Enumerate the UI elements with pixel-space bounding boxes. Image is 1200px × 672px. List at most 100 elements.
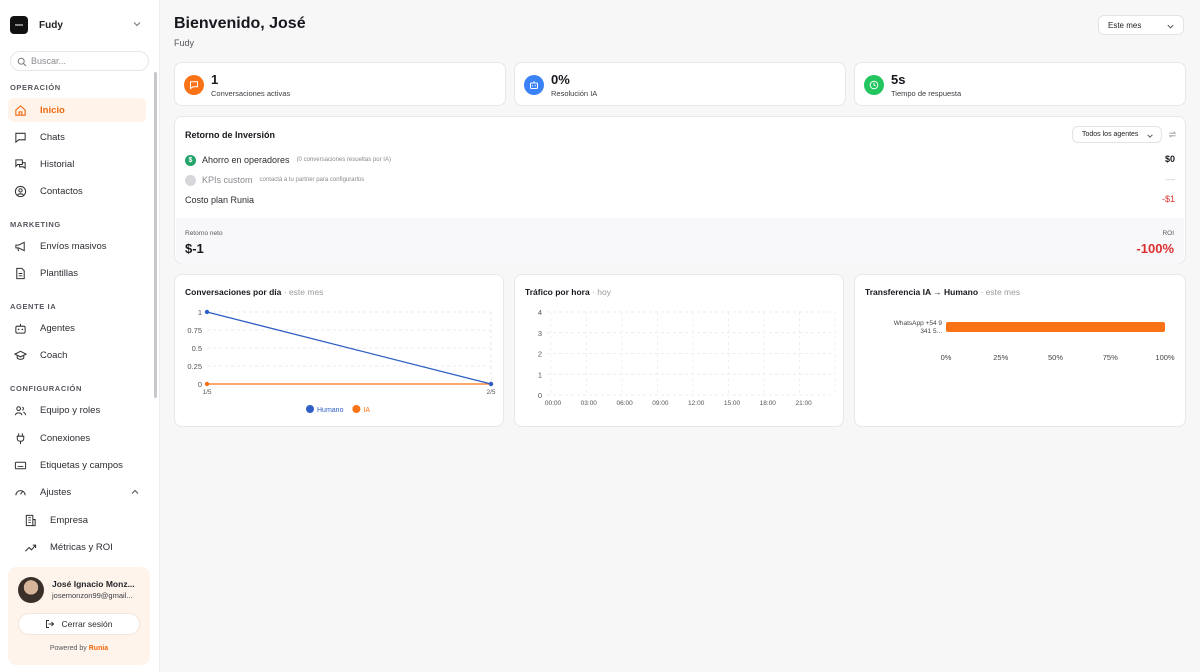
chart-title: Conversaciones por día · este mes — [185, 287, 323, 297]
sidebar-item-label: Empresa — [50, 514, 89, 526]
roi-row-costo: Costo plan Runia — [185, 193, 254, 207]
roi-row-value: $0 — [1164, 154, 1175, 164]
roi-value: -100% — [1136, 241, 1174, 256]
chart-card-trafico: Tráfico por hora · hoy 4 3 2 1 0 00:00 03:00 06… — [514, 274, 844, 427]
legend-swatch — [306, 405, 314, 413]
sidebar-item-label: Etiquetas y campos — [40, 459, 123, 471]
kpi-label: Tiempo de respuesta — [891, 89, 962, 98]
section-configuracion: CONFIGURACIÓN — [10, 384, 82, 393]
legend-swatch — [352, 405, 361, 413]
y-tick-label: 0.25 — [187, 362, 202, 371]
bar-chart: 4 3 2 1 000:00 03:00 06:00 09:00 12:00 15:00 18:00… — [538, 308, 836, 407]
sidebar-item-label: Contactos — [40, 185, 83, 197]
graduation-cap-icon — [13, 348, 27, 362]
sidebar-scrollbar[interactable] — [154, 72, 157, 398]
sidebar-item-conexiones[interactable]: Conexiones — [8, 426, 146, 450]
sidebar-item-historial[interactable]: Historial — [8, 152, 146, 176]
sidebar-item-label: Envíos masivos — [40, 240, 107, 252]
legend-label: Humano — [317, 407, 344, 414]
chevron-down-icon — [1167, 24, 1174, 29]
swap-icon[interactable] — [1168, 130, 1177, 139]
kpi-card-tiempo: 5s Tiempo de respuesta — [854, 62, 1186, 106]
building-icon — [23, 513, 37, 527]
home-icon — [13, 103, 27, 117]
search-icon — [17, 57, 27, 67]
clock-icon — [864, 75, 884, 95]
agent-filter-select[interactable]: Todos los agentes — [1072, 126, 1162, 143]
user-email: josemonzon99@gmail... — [52, 591, 133, 600]
sidebar-item-ajustes[interactable]: Ajustes — [8, 480, 146, 504]
sidebar-item-plantillas[interactable]: Plantillas — [8, 261, 146, 285]
chart-title-text: Conversaciones por día — [185, 287, 282, 297]
sparkle-icon — [185, 174, 196, 186]
sidebar-item-label: Métricas y ROI — [50, 541, 113, 553]
sidebar-item-label: Equipo y roles — [40, 404, 101, 416]
x-tick-label: 50% — [1048, 353, 1063, 362]
sidebar-item-label: Chats — [40, 131, 65, 143]
kpi-label: Conversaciones activas — [211, 89, 291, 98]
search-box[interactable] — [10, 51, 149, 71]
sidebar-item-label: Ajustes — [40, 486, 72, 498]
data-point — [488, 381, 494, 387]
sidebar-item-coach[interactable]: Coach — [8, 343, 146, 367]
x-tick-label: 12:00 — [688, 400, 705, 407]
sidebar-item-contactos[interactable]: Contactos — [8, 179, 146, 203]
sidebar-item-inicio[interactable]: Inicio — [8, 98, 146, 122]
y-tick-label: 4 — [538, 308, 542, 317]
sidebar-item-agentes[interactable]: Agentes — [8, 316, 146, 340]
sidebar-item-empresa[interactable]: Empresa — [18, 508, 146, 532]
workspace-switcher[interactable]: Fudy — [10, 14, 150, 36]
x-tick-label: 03:00 — [581, 400, 598, 407]
sidebar-item-label: Plantillas — [40, 267, 79, 279]
x-tick-label: 21:00 — [795, 400, 812, 407]
chevron-down-icon — [1147, 134, 1153, 138]
roi-row-label: KPIs custom — [202, 175, 253, 185]
powered-prefix: Powered by — [49, 645, 87, 652]
x-tick-label: 18:00 — [760, 400, 777, 407]
roi-row-label: Costo plan Runia — [185, 195, 255, 205]
kpi-card-resolucion: 0% Resolución IA — [514, 62, 846, 106]
sidebar-item-equipo[interactable]: Equipo y roles — [8, 398, 146, 422]
x-tick-label: 15:00 — [724, 400, 741, 407]
document-icon — [13, 266, 27, 280]
chart-card-transferencia: Transferencia IA → Humano · este mes Wha… — [854, 274, 1186, 427]
agent-filter-value: Todos los agentes — [1082, 131, 1139, 138]
chart-subtitle: · hoy — [592, 287, 611, 297]
period-select[interactable]: Este mes — [1098, 15, 1184, 35]
roi-label: ROI — [1162, 230, 1174, 237]
roi-row-hint: contactá a tu partner para configurarlos — [259, 177, 365, 183]
user-circle-icon — [13, 184, 27, 198]
chart-title: Tráfico por hora · hoy — [525, 287, 611, 297]
sidebar-item-envios[interactable]: Envíos masivos — [8, 234, 146, 258]
sidebar-item-label: Historial — [40, 158, 75, 170]
roi-card: Retorno de Inversión Todos los agentes $… — [174, 116, 1186, 264]
chart-title-text: Tráfico por hora — [525, 287, 590, 297]
net-return-label: Retorno neto — [185, 230, 223, 237]
roi-row-ahorro: $ Ahorro en operadores (0 conversaciones… — [185, 153, 391, 167]
kpi-value: 5s — [891, 72, 906, 87]
powered-by: Powered by Runia — [8, 645, 150, 652]
sidebar-item-etiquetas[interactable]: Etiquetas y campos — [8, 453, 146, 477]
kpi-value: 0% — [551, 72, 570, 87]
keyboard-icon — [13, 458, 27, 472]
chat-icon — [13, 130, 27, 144]
y-tick-label: 0 — [198, 380, 202, 389]
series-line — [206, 311, 492, 385]
sidebar-item-chats[interactable]: Chats — [8, 125, 146, 149]
sidebar-item-label: Coach — [40, 349, 68, 361]
search-input[interactable] — [31, 56, 131, 66]
logout-button[interactable]: Cerrar sesión — [18, 613, 140, 635]
data-point — [204, 309, 210, 315]
chart-card-conversaciones: Conversaciones por día · este mes 1 0.75 0… — [174, 274, 504, 427]
roi-row-value: — — [1166, 174, 1175, 184]
y-tick-label: 3 — [538, 329, 542, 338]
chart-title-text: Transferencia IA → Humano — [865, 287, 979, 297]
section-operacion: OPERACIÓN — [10, 83, 61, 92]
bot-icon — [13, 321, 27, 335]
chart-subtitle: · este mes — [980, 287, 1021, 297]
sidebar-item-metricas[interactable]: Métricas y ROI — [18, 535, 146, 559]
legend-label: IA — [363, 407, 370, 414]
y-tick-label: 1 — [538, 370, 542, 379]
kpi-label: Resolución IA — [551, 89, 598, 98]
sidebar-item-label: Conexiones — [40, 432, 91, 444]
